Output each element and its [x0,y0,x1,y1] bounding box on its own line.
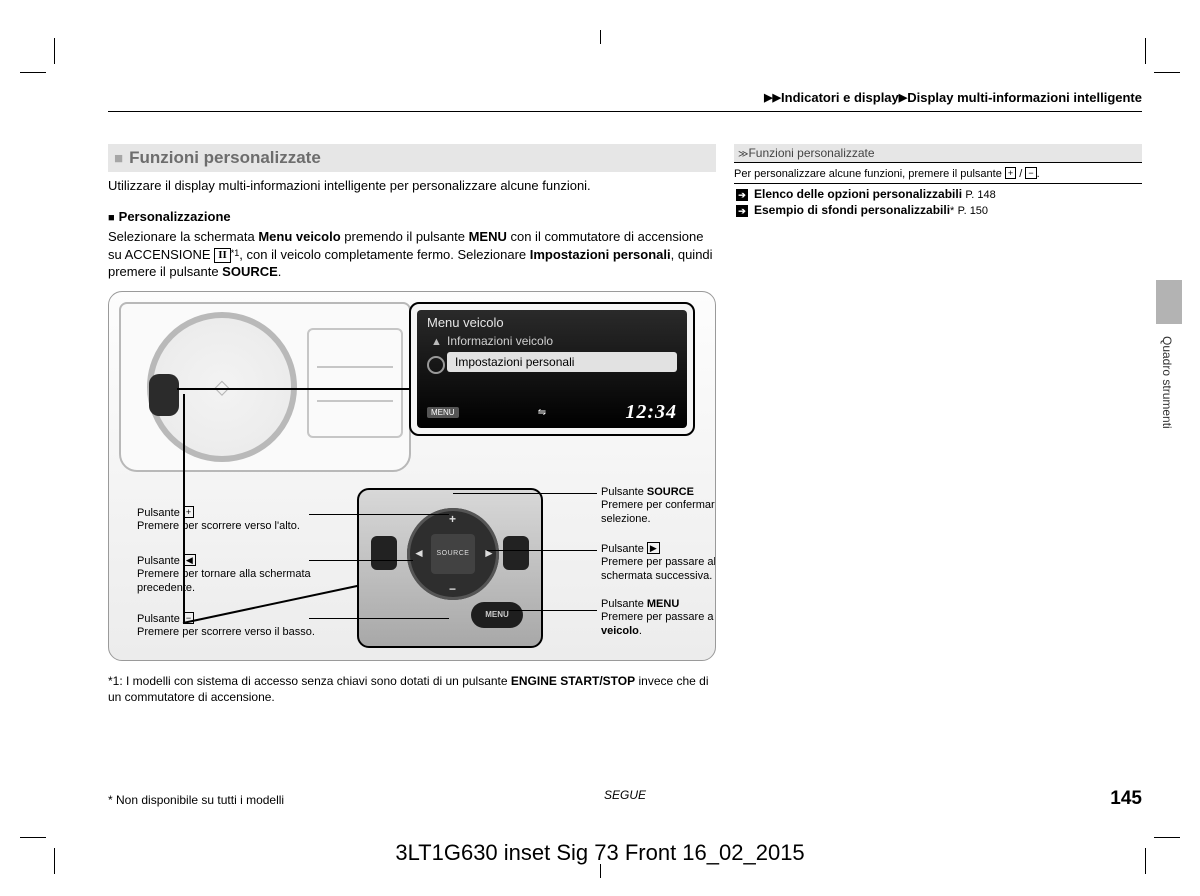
clock: 12:34 [625,401,677,424]
right-key-icon: ▶ [647,542,660,554]
breadcrumb: ▶▶Indicatori e display▶Display multi-inf… [108,90,1142,111]
body-text: Selezionare la schermata Menu veicolo pr… [108,228,716,281]
left-arrow-icon: ◄ [413,546,425,560]
crop-mark [1154,72,1180,73]
leader-line [177,388,411,390]
up-arrow-icon: ▲ [431,336,442,348]
footer-note: * Non disponibile su tutti i modelli [108,793,284,807]
crop-mark [1154,837,1180,838]
label-left: Pulsante ◀ Premere per tornare alla sche… [137,554,347,596]
right-arrow-icon: ► [483,546,495,560]
minus-icon: − [449,582,456,596]
menu-button: MENU [471,602,523,628]
screen-callout: Menu veicolo ▲ Informazioni veicolo Impo… [409,302,695,436]
plus-key-icon: + [183,506,194,518]
screen-row-selected: Impostazioni personali [447,352,677,372]
crop-mark [20,837,46,838]
label-plus: Pulsante + Premere per scorrere verso l'… [137,506,357,535]
minus-key-icon: − [1025,167,1036,179]
imprint-line: 3LT1G630 inset Sig 73 Front 16_02_2015 [0,840,1200,866]
divider [108,111,1142,112]
ignition-icon: II [214,248,231,263]
source-button: SOURCE [431,534,475,574]
wheel-button-icon [149,374,179,416]
label-minus: Pulsante − Premere per scorrere verso il… [137,612,357,641]
center-console-icon [307,328,403,438]
crop-mark [20,72,46,73]
page-number: 145 [1110,788,1142,810]
section-tab-label: Quadro strumenti [1160,336,1174,429]
sidebar-header: ≫Funzioni personalizzate [734,144,1142,163]
screen-title: Menu veicolo [417,310,687,332]
leader-line [453,493,597,494]
continue-label: SEGUE [604,788,646,802]
signal-icon: ⇋ [538,407,546,418]
minus-key-icon: − [183,612,194,624]
pad-side-button [371,536,397,570]
sidebar-tip: Per personalizzare alcune funzioni, prem… [734,167,1142,184]
plus-key-icon: + [1005,167,1016,179]
leader-line [487,550,597,551]
pad-side-button [503,536,529,570]
label-source: Pulsante SOURCE Premere per confermare l… [601,486,716,527]
link-arrow-icon: ➔ [736,189,748,201]
screen-badge: MENU [427,407,459,418]
leader-line [509,610,597,611]
crop-mark [600,864,601,878]
plus-icon: + [449,512,456,526]
crop-mark [600,30,601,44]
control-pad: SOURCE + − ◄ ► MENU [357,488,543,648]
section-tab [1156,280,1182,324]
label-menu: Pulsante MENU Premere per passare a Menu… [601,598,716,639]
section-title: ■Funzioni personalizzate [108,144,716,172]
sidebar-link: ➔ Elenco delle opzioni personalizzabili … [734,187,1142,201]
left-key-icon: ◀ [183,554,196,566]
footnote: *1: I modelli con sistema di accesso sen… [108,673,716,705]
link-arrow-icon: ➔ [736,205,748,217]
knob-icon [427,356,445,374]
figure: Menu veicolo ▲ Informazioni veicolo Impo… [108,291,716,661]
sub-title: ■Personalizzazione [108,209,716,224]
crop-mark [54,38,55,64]
screen-row: Informazioni veicolo [417,332,687,350]
label-right: Pulsante ▶ Premere per passare alla sche… [601,542,716,584]
sidebar-link: ➔ Esempio di sfondi personalizzabili* P.… [734,203,1142,217]
lead-text: Utilizzare il display multi-informazioni… [108,178,716,193]
crop-mark [1145,38,1146,64]
